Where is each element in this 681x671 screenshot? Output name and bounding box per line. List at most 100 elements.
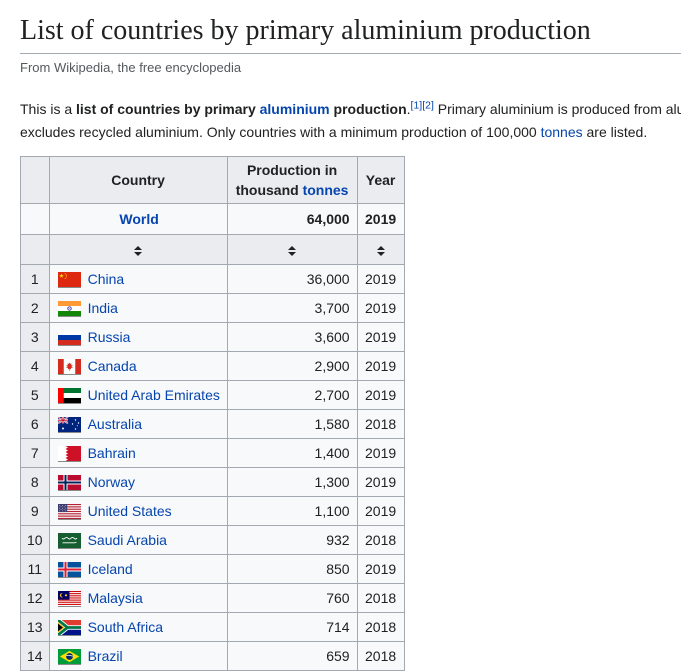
flag-canada-icon <box>57 359 81 374</box>
country-cell: India <box>48 293 228 323</box>
table-body: 1 China 36,000 2019 2 India 3,700 2019 3… <box>20 264 405 671</box>
rank-cell: 5 <box>20 380 50 410</box>
tonnes-header-link[interactable]: tonnes <box>302 182 349 198</box>
column-header-country: Country <box>48 156 228 204</box>
year-cell: 2019 <box>356 554 405 584</box>
flag-iceland-icon <box>57 562 81 577</box>
production-cell: 1,400 <box>226 438 358 468</box>
year-cell: 2019 <box>356 438 405 468</box>
production-header-line2: thousand <box>235 182 303 198</box>
table-row: 9 United States 1,100 2019 <box>20 496 405 526</box>
country-cell: South Africa <box>48 612 228 642</box>
intro-text: excludes recycled aluminium. Only countr… <box>20 124 541 140</box>
sort-down-icon <box>288 251 297 256</box>
flag-south-africa-icon <box>57 620 81 635</box>
country-link[interactable]: Canada <box>87 358 137 374</box>
country-cell: World <box>48 203 228 235</box>
country-link[interactable]: Brazil <box>87 648 123 664</box>
sort-up-icon <box>134 245 143 250</box>
country-cell: Canada <box>48 351 228 381</box>
rank-cell: 8 <box>20 467 50 497</box>
year-cell: 2019 <box>356 322 405 352</box>
country-cell: Australia <box>48 409 228 439</box>
year-cell: 2019 <box>356 351 405 381</box>
flag-saudi-arabia-icon <box>57 533 81 548</box>
flag-india-icon <box>57 301 81 316</box>
sort-up-icon <box>376 245 385 250</box>
flag-united-arab-emirates-icon <box>57 388 81 403</box>
year-cell: 2019 <box>356 380 405 410</box>
production-table: Country Production in thousand tonnes Yea… <box>20 156 405 671</box>
flag-bahrain-icon <box>57 446 81 461</box>
intro-bold-text: production <box>329 101 407 117</box>
sort-button-production[interactable] <box>288 245 297 256</box>
production-cell: 36,000 <box>226 264 358 294</box>
production-cell: 1,100 <box>226 496 358 526</box>
flag-russia-icon <box>57 330 81 345</box>
sort-cell-production <box>226 234 358 265</box>
table-row: 5 United Arab Emirates 2,700 2019 <box>20 380 405 410</box>
country-link[interactable]: India <box>87 300 118 316</box>
country-link[interactable]: United Arab Emirates <box>87 387 220 403</box>
rank-cell: 4 <box>20 351 50 381</box>
sort-button-country[interactable] <box>134 245 143 256</box>
country-link[interactable]: Saudi Arabia <box>87 532 167 548</box>
country-link[interactable]: Bahrain <box>87 445 136 461</box>
flag-brazil-icon <box>57 649 81 664</box>
sort-down-icon <box>376 251 385 256</box>
country-cell: Bahrain <box>48 438 228 468</box>
country-cell: Saudi Arabia <box>48 525 228 555</box>
country-link[interactable]: Russia <box>87 329 131 345</box>
production-cell: 1,580 <box>226 409 358 439</box>
reference-superscripts: [1][2] <box>411 99 434 111</box>
year-cell: 2018 <box>356 409 405 439</box>
year-cell: 2019 <box>356 496 405 526</box>
rank-sort-cell <box>20 234 50 265</box>
year-cell: 2018 <box>356 583 405 613</box>
rank-cell: 10 <box>20 525 50 555</box>
ref-1-link[interactable]: [1] <box>410 99 423 112</box>
ref-2-link[interactable]: [2] <box>422 99 434 112</box>
production-header-line1: Production in <box>246 162 338 178</box>
year-cell: 2019 <box>356 293 405 323</box>
rank-cell: 14 <box>20 641 50 671</box>
country-link[interactable]: Malaysia <box>87 590 143 606</box>
table-row: 11 Iceland 850 2019 <box>20 554 405 584</box>
country-link[interactable]: Norway <box>87 474 136 490</box>
country-link[interactable]: South Africa <box>87 619 164 635</box>
production-cell: 850 <box>226 554 358 584</box>
table-row: 2 India 3,700 2019 <box>20 293 405 323</box>
production-cell: 760 <box>226 583 358 613</box>
table-row: 10 Saudi Arabia 932 2018 <box>20 525 405 555</box>
country-cell: Malaysia <box>48 583 228 613</box>
intro-text: This is a <box>20 101 77 117</box>
table-row: 6 Australia 1,580 2018 <box>20 409 405 439</box>
country-link[interactable]: Australia <box>87 416 143 432</box>
world-link[interactable]: World <box>119 211 159 227</box>
rank-column-header <box>20 156 50 204</box>
country-link[interactable]: China <box>87 271 125 287</box>
rank-cell <box>20 203 50 235</box>
country-cell: Brazil <box>48 641 228 671</box>
tonnes-link[interactable]: tonnes <box>540 124 583 140</box>
world-row: World 64,000 2019 <box>20 203 405 235</box>
country-link[interactable]: Iceland <box>87 561 133 577</box>
table-row: 12 Malaysia 760 2018 <box>20 583 405 613</box>
country-link[interactable]: United States <box>87 503 172 519</box>
table-row: 13 South Africa 714 2018 <box>20 612 405 642</box>
header-row: Country Production in thousand tonnes Yea… <box>20 156 405 204</box>
country-cell: Norway <box>48 467 228 497</box>
country-cell: Iceland <box>48 554 228 584</box>
sort-button-year[interactable] <box>376 245 385 256</box>
aluminium-link[interactable]: aluminium <box>259 101 330 117</box>
rank-cell: 9 <box>20 496 50 526</box>
flag-norway-icon <box>57 475 81 490</box>
sort-up-icon <box>288 245 297 250</box>
intro-paragraph: This is a list of countries by primary a… <box>20 98 681 144</box>
rank-cell: 6 <box>20 409 50 439</box>
year-cell: 2018 <box>356 641 405 671</box>
production-cell: 1,300 <box>226 467 358 497</box>
rank-cell: 3 <box>20 322 50 352</box>
flag-united-states-icon <box>57 504 81 519</box>
